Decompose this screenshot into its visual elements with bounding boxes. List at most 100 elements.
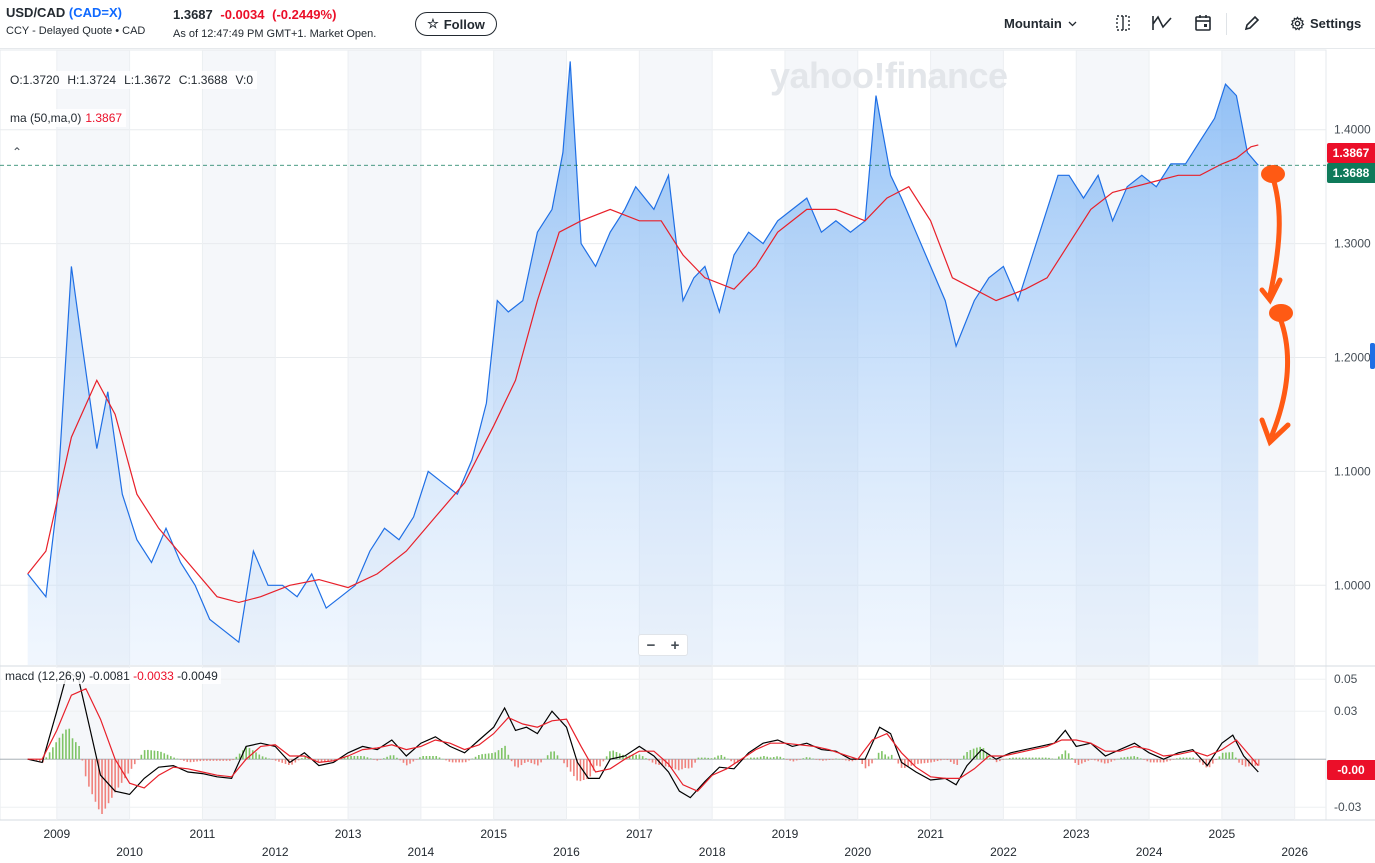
macd-histogram-bar <box>500 748 503 760</box>
collapse-legend-icon[interactable]: ⌃ <box>12 145 23 159</box>
macd-histogram-bar <box>546 755 549 760</box>
macd-histogram-bar <box>360 756 362 760</box>
macd-histogram-bar <box>537 759 539 766</box>
macd-histogram-bar <box>38 759 41 762</box>
draw-pencil-icon[interactable] <box>1241 12 1263 34</box>
macd-histogram-bar <box>88 759 90 787</box>
macd-histogram-bar <box>1077 759 1080 765</box>
macd-signal-line <box>27 688 1259 792</box>
macd-histogram-bar <box>1051 758 1054 760</box>
timezone-dropdown[interactable]: Mountain <box>1004 16 1077 31</box>
macd-histogram-bar <box>789 759 791 761</box>
macd-histogram-bar <box>514 759 516 767</box>
macd-histogram-bar <box>415 759 418 760</box>
ma-price-tag: 1.3867 <box>1327 143 1375 163</box>
macd-histogram-bar <box>769 757 772 760</box>
macd-histogram-bar <box>442 758 444 760</box>
macd-histogram-bar <box>255 752 257 760</box>
macd-indicator-legend[interactable]: macd (12,26,9) -0.0081 -0.0033 -0.0049 <box>2 668 221 684</box>
macd-histogram-bar <box>956 759 959 765</box>
year-tick-label: 2025 <box>1209 827 1236 841</box>
indicators-icon[interactable] <box>1151 12 1173 34</box>
macd-histogram-bar <box>58 737 61 760</box>
macd-histogram-bar <box>294 759 297 763</box>
macd-histogram-bar <box>654 759 657 765</box>
macd-histogram-bar <box>668 759 670 768</box>
macd-histogram-bar <box>369 758 372 760</box>
macd-price-tag: -0.00 <box>1327 760 1375 780</box>
macd-histogram-bar <box>976 747 978 760</box>
ma-indicator-legend[interactable]: ma (50,ma,0) 1.3867 <box>6 109 127 127</box>
macd-histogram-bar <box>867 759 870 767</box>
year-tick-label: 2012 <box>262 845 289 859</box>
macd-histogram-bar <box>45 757 48 760</box>
macd-histogram-bar <box>346 756 349 760</box>
macd-histogram-bar <box>933 759 936 762</box>
year-tick-label: 2016 <box>553 845 580 859</box>
macd-histogram-bar <box>343 757 346 760</box>
macd-histogram-bar <box>913 759 916 765</box>
macd-histogram-bar <box>91 759 93 795</box>
macd-histogram-bar <box>481 754 483 760</box>
macd-histogram-bar <box>464 759 467 763</box>
macd-histogram-bar <box>376 759 379 761</box>
macd-histogram-bar <box>1156 759 1158 763</box>
macd-histogram-bar <box>1041 757 1044 760</box>
macd-histogram-bar <box>1241 759 1244 766</box>
macd-histogram-bar <box>953 759 955 764</box>
macd-histogram-bar <box>1103 759 1106 764</box>
macd-histogram-bar <box>199 759 202 762</box>
macd-histogram-bar <box>864 759 867 769</box>
macd-histogram-bar <box>704 757 706 760</box>
macd-histogram-bar <box>1015 757 1018 760</box>
macd-histogram-bar <box>992 759 995 760</box>
macd-histogram-bar <box>926 759 929 763</box>
macd-histogram-bar <box>507 754 510 760</box>
macd-histogram-bar <box>1146 759 1149 762</box>
macd-histogram-bar <box>1185 757 1188 760</box>
macd-histogram-bar <box>586 759 588 780</box>
macd-histogram-bar <box>1097 759 1099 762</box>
macd-histogram-bar <box>1238 759 1240 763</box>
macd-histogram-bar <box>432 756 434 760</box>
macd-histogram-bar <box>972 748 975 760</box>
macd-histogram-bar <box>966 752 968 760</box>
settings-button[interactable]: Settings <box>1290 16 1361 31</box>
macd-histogram-bar <box>1005 758 1008 760</box>
macd-histogram-bar <box>1025 757 1027 760</box>
macd-histogram-bar <box>802 758 805 760</box>
zoom-out-button[interactable]: − <box>646 636 656 654</box>
macd-histogram-bar <box>609 751 611 760</box>
macd-histogram-bar <box>163 753 166 760</box>
macd-histogram-bar <box>651 759 654 763</box>
macd-histogram-bar <box>720 755 723 760</box>
macd-histogram-bar <box>61 733 64 760</box>
macd-histogram-bar <box>743 759 746 760</box>
macd-histogram-bar <box>1172 759 1175 760</box>
follow-button[interactable]: ☆ Follow <box>415 12 497 36</box>
macd-histogram-bar <box>641 756 644 760</box>
calendar-icon[interactable] <box>1192 12 1214 34</box>
macd-histogram-bar <box>468 759 470 761</box>
zoom-in-button[interactable]: + <box>670 636 680 654</box>
macd-histogram-bar <box>383 758 385 760</box>
year-tick-label: 2009 <box>43 827 70 841</box>
macd-histogram-bar <box>206 759 208 761</box>
yahoo-finance-watermark: yahoo!finance <box>770 55 1008 96</box>
year-band <box>202 50 276 820</box>
macd-histogram-bar <box>150 750 152 760</box>
macd-histogram-bar <box>104 759 107 809</box>
ticker-link[interactable]: (CAD=X) <box>68 5 122 20</box>
macd-histogram-bar <box>84 759 87 777</box>
macd-histogram-bar <box>677 759 680 771</box>
macd-histogram-bar <box>1031 757 1034 760</box>
macd-histogram-bar <box>1117 758 1119 760</box>
macd-histogram-bar <box>94 759 97 802</box>
macd-histogram-bar <box>471 758 474 760</box>
macd-histogram-bar <box>1228 752 1231 760</box>
macd-histogram-bar <box>530 759 533 764</box>
compare-icon[interactable] <box>1112 12 1134 34</box>
macd-histogram-bar <box>707 757 710 760</box>
macd-histogram-bar <box>661 759 664 766</box>
